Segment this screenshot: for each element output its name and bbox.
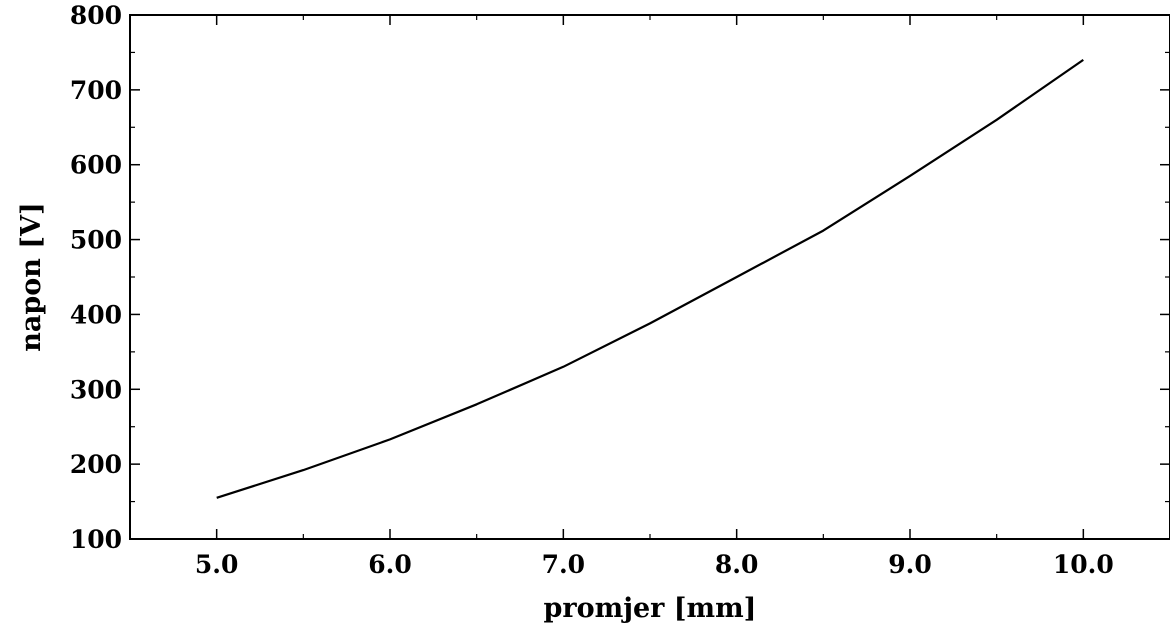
y-tick-label: 800 [70, 1, 122, 30]
x-tick-label: 7.0 [542, 550, 586, 579]
axis-ticks [129, 14, 1170, 540]
y-tick-label: 600 [70, 151, 122, 180]
series-line [216, 58, 1084, 499]
x-tick-label: 9.0 [888, 550, 932, 579]
y-tick-label: 500 [70, 226, 122, 255]
x-tick-label: 6.0 [368, 550, 412, 579]
plot-frame [129, 14, 1170, 540]
y-tick-label: 700 [70, 76, 122, 105]
x-tick-label: 10.0 [1053, 550, 1114, 579]
y-tick-label: 400 [70, 300, 122, 329]
x-tick-label: 5.0 [195, 550, 239, 579]
y-tick-labels: 100 200 300 400 500 600 700 800 [70, 1, 122, 554]
y-tick-label: 100 [70, 525, 122, 554]
y-tick-label: 200 [70, 450, 122, 479]
x-tick-label: 8.0 [715, 550, 759, 579]
y-axis-label: napon [V] [16, 202, 47, 352]
y-tick-label: 300 [70, 375, 122, 404]
series-group [216, 58, 1084, 499]
x-tick-labels: 5.0 6.0 7.0 8.0 9.0 10.0 [195, 550, 1114, 579]
x-axis-label: promjer [mm] [544, 593, 757, 624]
